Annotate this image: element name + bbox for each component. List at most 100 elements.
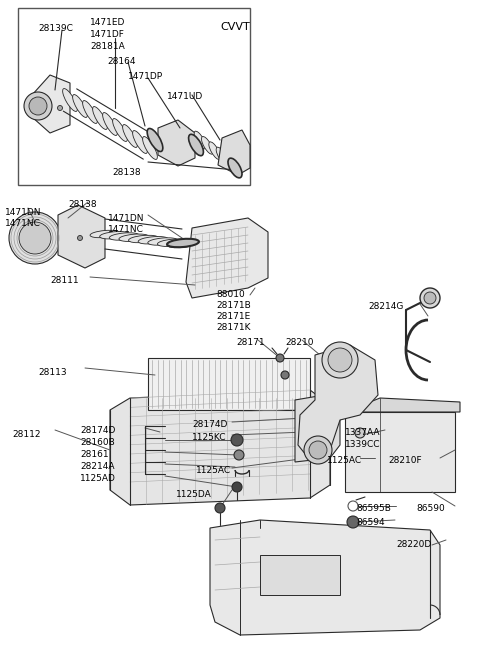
Polygon shape <box>58 205 105 268</box>
Text: CVVT: CVVT <box>220 22 250 32</box>
Circle shape <box>215 503 225 513</box>
Ellipse shape <box>119 234 149 242</box>
Bar <box>260 555 340 595</box>
Text: 1471NC: 1471NC <box>5 219 41 228</box>
Text: 1471DF: 1471DF <box>90 30 125 39</box>
Polygon shape <box>210 520 440 635</box>
Text: 28171: 28171 <box>236 338 264 347</box>
Text: 28138: 28138 <box>112 168 141 177</box>
Ellipse shape <box>194 131 206 149</box>
Text: 86595B: 86595B <box>356 504 391 513</box>
Text: 28160B: 28160B <box>80 438 115 447</box>
Circle shape <box>355 428 365 438</box>
Circle shape <box>29 97 47 115</box>
Ellipse shape <box>90 231 120 238</box>
Circle shape <box>77 236 83 240</box>
Circle shape <box>420 288 440 308</box>
Ellipse shape <box>93 107 108 130</box>
Text: 1125AC: 1125AC <box>327 456 362 465</box>
Text: 1125AD: 1125AD <box>80 474 116 483</box>
Polygon shape <box>295 394 340 462</box>
Ellipse shape <box>129 235 158 243</box>
Circle shape <box>231 434 243 446</box>
Text: 1471DP: 1471DP <box>128 72 163 81</box>
Circle shape <box>328 348 352 372</box>
Ellipse shape <box>103 113 118 136</box>
Ellipse shape <box>202 136 213 154</box>
Ellipse shape <box>228 158 242 178</box>
Circle shape <box>276 354 284 362</box>
Bar <box>345 412 455 492</box>
Text: 1125AC: 1125AC <box>196 466 231 475</box>
Ellipse shape <box>122 124 137 147</box>
Circle shape <box>9 212 61 264</box>
Ellipse shape <box>113 119 127 141</box>
Text: 28171E: 28171E <box>216 312 250 321</box>
Polygon shape <box>32 75 70 133</box>
Polygon shape <box>110 390 330 505</box>
Text: 28113: 28113 <box>38 368 67 377</box>
Bar <box>18 8 250 185</box>
Ellipse shape <box>109 233 139 240</box>
Text: 28171K: 28171K <box>216 323 251 332</box>
Text: 28214G: 28214G <box>368 302 403 311</box>
Polygon shape <box>345 398 460 412</box>
Ellipse shape <box>138 236 168 244</box>
Text: 1471UD: 1471UD <box>167 92 203 101</box>
Text: 28210F: 28210F <box>388 456 421 465</box>
Circle shape <box>309 441 327 459</box>
Text: 28174D: 28174D <box>80 426 115 435</box>
Ellipse shape <box>189 134 204 156</box>
Text: 28214A: 28214A <box>80 462 115 471</box>
Text: 88010: 88010 <box>216 290 245 299</box>
Ellipse shape <box>100 231 130 239</box>
Text: 1471DN: 1471DN <box>108 214 144 223</box>
Circle shape <box>347 516 359 528</box>
Circle shape <box>234 450 244 460</box>
Text: 28138: 28138 <box>68 200 96 209</box>
Ellipse shape <box>62 88 77 111</box>
Polygon shape <box>218 130 250 175</box>
Ellipse shape <box>167 240 197 248</box>
Circle shape <box>322 342 358 378</box>
Text: 1339CC: 1339CC <box>345 440 381 449</box>
Text: 86594: 86594 <box>356 518 384 527</box>
Ellipse shape <box>157 239 187 246</box>
Text: 86590: 86590 <box>416 504 445 513</box>
Text: 1471NC: 1471NC <box>108 225 144 234</box>
Text: 1125DA: 1125DA <box>176 490 212 499</box>
Ellipse shape <box>167 239 199 247</box>
Text: 28171B: 28171B <box>216 301 251 310</box>
Circle shape <box>19 222 51 254</box>
Circle shape <box>232 482 242 492</box>
Circle shape <box>24 92 52 120</box>
Ellipse shape <box>216 147 228 165</box>
Bar <box>148 358 310 410</box>
Polygon shape <box>186 218 268 298</box>
Ellipse shape <box>83 101 97 123</box>
Text: 1125KC: 1125KC <box>192 433 227 442</box>
Text: 28112: 28112 <box>12 430 40 439</box>
Text: 1471DN: 1471DN <box>5 208 41 217</box>
Ellipse shape <box>132 130 147 153</box>
Text: 28220D: 28220D <box>396 540 431 549</box>
Text: 28111: 28111 <box>50 276 79 285</box>
Circle shape <box>304 436 332 464</box>
Text: 28164: 28164 <box>107 57 135 66</box>
Text: 28181A: 28181A <box>90 42 125 51</box>
Ellipse shape <box>209 142 220 160</box>
Ellipse shape <box>148 238 178 245</box>
Circle shape <box>58 105 62 111</box>
Polygon shape <box>298 345 378 460</box>
Text: 1337AA: 1337AA <box>345 428 381 437</box>
Text: 28174D: 28174D <box>192 420 228 429</box>
Text: 28210: 28210 <box>285 338 313 347</box>
Circle shape <box>281 371 289 379</box>
Text: 28161: 28161 <box>80 450 108 459</box>
Text: 28139C: 28139C <box>38 24 73 33</box>
Circle shape <box>424 292 436 304</box>
Ellipse shape <box>143 136 157 159</box>
Polygon shape <box>158 120 195 166</box>
Ellipse shape <box>72 94 87 117</box>
Ellipse shape <box>147 128 163 151</box>
